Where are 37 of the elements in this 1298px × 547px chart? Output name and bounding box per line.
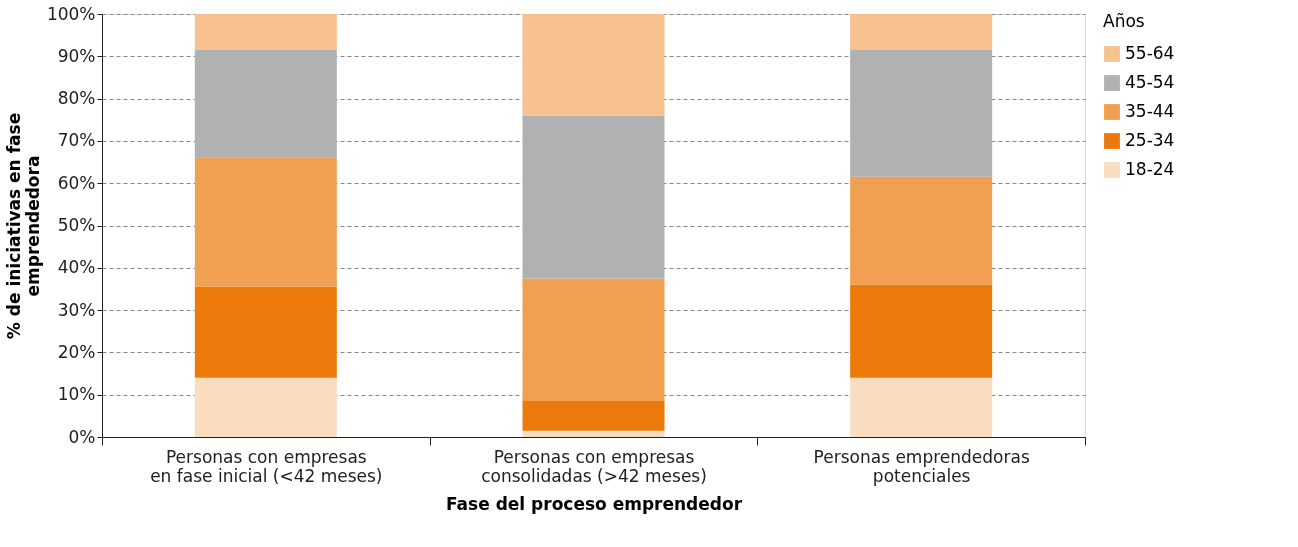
bar bbox=[850, 49, 993, 177]
y-tick-label: 40% bbox=[57, 257, 96, 278]
legend-label: 25-34 bbox=[1125, 130, 1175, 150]
y-axis-title: % de iniciativas en fase emprendedora bbox=[3, 112, 43, 340]
legend-label: 45-54 bbox=[1125, 72, 1175, 92]
y-tick-label: 10% bbox=[57, 384, 96, 405]
bar bbox=[194, 14, 337, 50]
y-tick-label: 80% bbox=[57, 88, 96, 109]
bar bbox=[194, 286, 337, 378]
legend-title: Años bbox=[1103, 11, 1145, 31]
y-tick-label: 50% bbox=[57, 215, 96, 235]
y-tick-label: 90% bbox=[57, 45, 96, 66]
x-tick-label: Personas con empresas consolidadas (>42 meses) bbox=[481, 446, 707, 486]
bar bbox=[850, 284, 993, 378]
bar bbox=[850, 377, 993, 437]
bar bbox=[850, 14, 993, 50]
y-tick-label: 100% bbox=[46, 3, 96, 24]
y-tick-label: 0% bbox=[68, 426, 96, 447]
bar bbox=[522, 278, 665, 402]
x-tick-label: Personas con empresas en fase inicial (<42 meses) bbox=[150, 446, 383, 486]
bar bbox=[522, 401, 665, 431]
bar bbox=[522, 115, 665, 279]
bar bbox=[194, 49, 337, 158]
x-axis-title: Fase del proceso emprendedor bbox=[445, 493, 743, 514]
legend-label: 55-64 bbox=[1125, 43, 1175, 63]
x-tick-label: Personas emprendedoras potenciales bbox=[813, 446, 1030, 486]
bar bbox=[850, 176, 993, 285]
bar bbox=[522, 430, 665, 437]
y-tick-label: 60% bbox=[57, 172, 96, 193]
y-tick-label: 30% bbox=[57, 299, 96, 320]
y-tick-label: 20% bbox=[57, 341, 96, 362]
bar bbox=[194, 377, 337, 437]
legend-label: 35-44 bbox=[1125, 101, 1175, 121]
y-tick-label: 70% bbox=[57, 130, 96, 151]
bar bbox=[522, 14, 665, 116]
bar bbox=[194, 157, 337, 287]
legend-label: 18-24 bbox=[1125, 159, 1175, 179]
